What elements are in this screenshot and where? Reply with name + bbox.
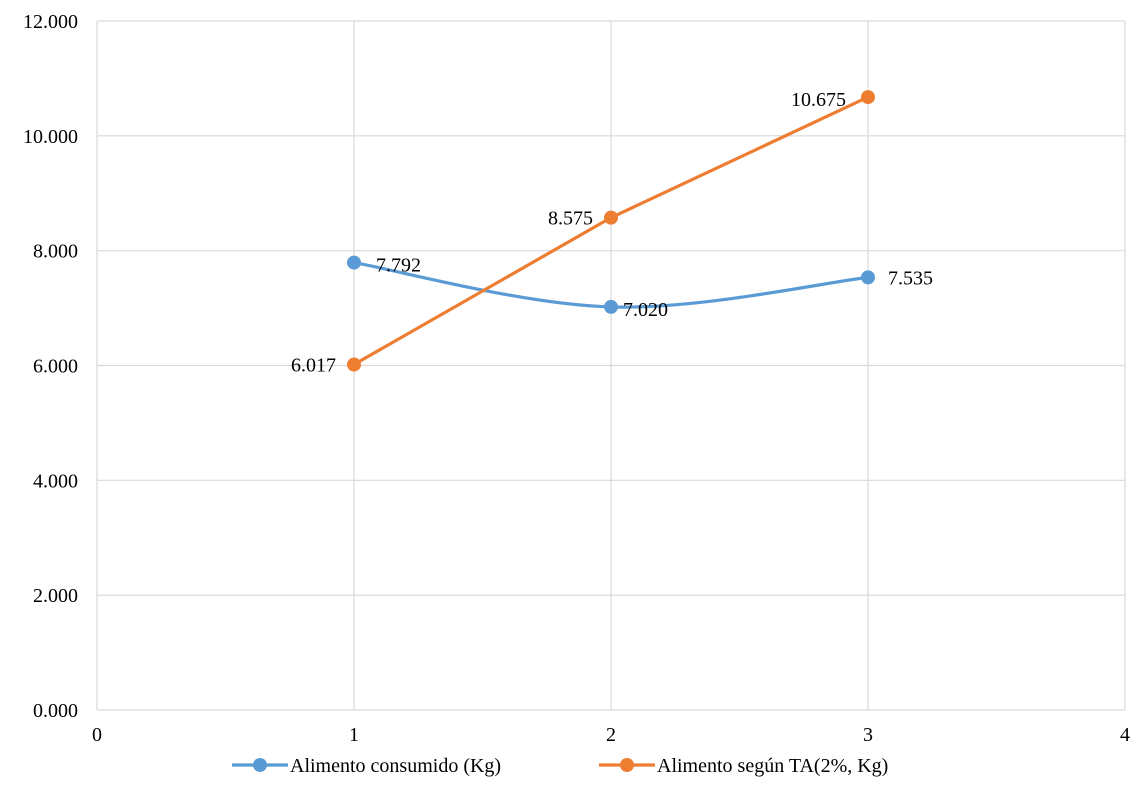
series-2-point — [861, 90, 875, 104]
x-tick-label: 0 — [92, 724, 102, 746]
series-1-point — [861, 270, 875, 284]
data-label: 10.675 — [791, 89, 846, 111]
grid-lines — [97, 21, 1125, 710]
x-tick-label: 1 — [349, 724, 359, 746]
series-1-point — [347, 256, 361, 270]
x-tick-label: 4 — [1120, 724, 1130, 746]
series-2-point — [347, 358, 361, 372]
data-label: 7.020 — [623, 299, 668, 321]
data-label: 7.792 — [376, 255, 421, 277]
axes: 0.000 2.000 4.000 6.000 8.000 10.000 12.000 0 1 2… — [23, 11, 1130, 746]
legend-label: Alimento según TA(2%, Kg) — [657, 755, 888, 777]
data-labels: 7.792 7.020 7.535 6.017 8.575 10.675 — [291, 89, 933, 376]
series-1-point — [604, 300, 618, 314]
legend-label: Alimento consumido (Kg) — [290, 755, 501, 777]
data-label: 6.017 — [291, 355, 336, 377]
legend-marker-1 — [253, 758, 267, 772]
data-label: 8.575 — [548, 208, 593, 230]
y-tick-label: 6.000 — [33, 356, 78, 378]
y-tick-label: 8.000 — [33, 241, 78, 263]
y-tick-label: 10.000 — [23, 126, 78, 148]
x-tick-label: 3 — [863, 724, 873, 746]
series-2-point — [604, 211, 618, 225]
y-tick-label: 12.000 — [23, 11, 78, 33]
data-label: 7.535 — [888, 267, 933, 289]
y-tick-label: 0.000 — [33, 700, 78, 722]
x-tick-label: 2 — [606, 724, 616, 746]
y-tick-label: 4.000 — [33, 470, 78, 492]
legend: Alimento consumido (Kg) Alimento según TA… — [232, 755, 888, 777]
legend-marker-2 — [620, 758, 634, 772]
y-tick-label: 2.000 — [33, 585, 78, 607]
